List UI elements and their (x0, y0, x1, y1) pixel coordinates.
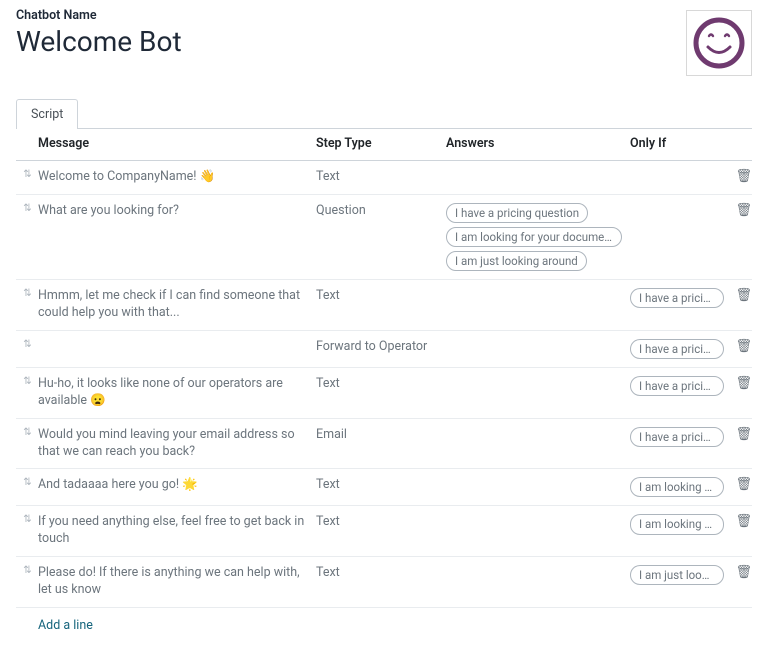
cell-only-if[interactable]: I have a pricing question (630, 339, 732, 359)
onlyif-tag[interactable]: I am looking for your documentati... (630, 477, 724, 497)
table-row[interactable]: ⇅Would you mind leaving your email addre… (16, 419, 752, 470)
trash-icon: 🗑 (735, 288, 752, 303)
onlyif-tag[interactable]: I have a pricing question (630, 288, 724, 308)
drag-handle-icon[interactable]: ⇅ (16, 169, 38, 180)
onlyif-tag[interactable]: I have a pricing question (630, 339, 724, 359)
cell-step-type[interactable]: Email (316, 427, 446, 442)
table-row[interactable]: ⇅What are you looking for?QuestionI have… (16, 195, 752, 280)
cell-only-if[interactable]: I have a pricing question (630, 288, 732, 308)
trash-icon: 🗑 (735, 203, 752, 218)
cell-message[interactable]: If you need anything else, feel free to … (38, 514, 316, 548)
delete-row-button[interactable]: 🗑 (732, 288, 752, 303)
drag-handle-icon[interactable]: ⇅ (16, 376, 38, 387)
page-title[interactable]: Welcome Bot (16, 25, 686, 59)
table-row[interactable]: ⇅Hu-ho, it looks like none of our operat… (16, 368, 752, 419)
trash-icon: 🗑 (735, 477, 752, 492)
cell-answers[interactable]: I have a pricing question I am looking fo… (446, 203, 630, 271)
cell-message[interactable]: What are you looking for? (38, 203, 316, 220)
answer-tag[interactable]: I am just looking around (446, 251, 587, 271)
delete-row-button[interactable]: 🗑 (732, 376, 752, 391)
delete-row-button[interactable]: 🗑 (732, 477, 752, 492)
chatbot-name-label: Chatbot Name (16, 8, 686, 23)
onlyif-tag[interactable]: I have a pricing question (630, 376, 724, 396)
cell-step-type[interactable]: Forward to Operator (316, 339, 446, 354)
trash-icon: 🗑 (735, 565, 752, 580)
trash-icon: 🗑 (735, 169, 752, 184)
cell-message[interactable]: Hmmm, let me check if I can find someone… (38, 288, 316, 322)
onlyif-tag[interactable]: I am looking for your documentati... (630, 514, 724, 534)
tabs: Script (16, 98, 752, 129)
drag-handle-icon[interactable]: ⇅ (16, 477, 38, 488)
cell-message[interactable]: Would you mind leaving your email addres… (38, 427, 316, 461)
onlyif-tag[interactable]: I am just looking around (630, 565, 724, 585)
cell-only-if[interactable]: I have a pricing question (630, 427, 732, 447)
drag-handle-icon[interactable]: ⇅ (16, 565, 38, 576)
table-row[interactable]: ⇅Please do! If there is anything we can … (16, 557, 752, 608)
cell-step-type[interactable]: Text (316, 169, 446, 184)
table-row[interactable]: ⇅Welcome to CompanyName! 👋Text 🗑 (16, 161, 752, 195)
cell-step-type[interactable]: Text (316, 288, 446, 303)
trash-icon: 🗑 (735, 427, 752, 442)
drag-handle-icon[interactable]: ⇅ (16, 203, 38, 214)
cell-message[interactable]: Hu-ho, it looks like none of our operato… (38, 376, 316, 410)
answer-tag[interactable]: I am looking for your documentati... (446, 227, 622, 247)
drag-handle-icon[interactable]: ⇅ (16, 514, 38, 525)
cell-message[interactable]: Welcome to CompanyName! 👋 (38, 169, 316, 186)
cell-step-type[interactable]: Text (316, 376, 446, 391)
cell-only-if[interactable]: I am looking for your documentati... (630, 477, 732, 497)
tab-script[interactable]: Script (16, 99, 78, 129)
table-row[interactable]: ⇅And tadaaaa here you go! 🌟Text I am look… (16, 469, 752, 506)
delete-row-button[interactable]: 🗑 (732, 169, 752, 184)
cell-only-if[interactable]: I am looking for your documentati... (630, 514, 732, 534)
col-header-answers: Answers (446, 136, 630, 151)
col-header-onlyif: Only If (630, 136, 732, 151)
avatar[interactable] (686, 10, 752, 76)
answer-tag[interactable]: I have a pricing question (446, 203, 588, 223)
table-row[interactable]: ⇅If you need anything else, feel free to… (16, 506, 752, 557)
onlyif-tag[interactable]: I have a pricing question (630, 427, 724, 447)
col-header-message: Message (38, 136, 316, 153)
delete-row-button[interactable]: 🗑 (732, 427, 752, 442)
trash-icon: 🗑 (735, 376, 752, 391)
cell-only-if[interactable]: I have a pricing question (630, 376, 732, 396)
script-table: Message Step Type Answers Only If ⇅Welco… (16, 129, 752, 639)
drag-handle-icon[interactable]: ⇅ (16, 427, 38, 438)
delete-row-button[interactable]: 🗑 (732, 339, 752, 354)
cell-step-type[interactable]: Question (316, 203, 446, 218)
smiley-icon (692, 16, 746, 70)
delete-row-button[interactable]: 🗑 (732, 203, 752, 218)
cell-message[interactable]: And tadaaaa here you go! 🌟 (38, 477, 316, 494)
trash-icon: 🗑 (735, 339, 752, 354)
cell-step-type[interactable]: Text (316, 565, 446, 580)
cell-step-type[interactable]: Text (316, 477, 446, 492)
table-row[interactable]: ⇅ Forward to Operator I have a pricing que… (16, 331, 752, 368)
table-row[interactable]: ⇅Hmmm, let me check if I can find someon… (16, 280, 752, 331)
drag-handle-icon[interactable]: ⇅ (16, 339, 38, 350)
col-header-steptype: Step Type (316, 136, 446, 151)
cell-message[interactable]: Please do! If there is anything we can h… (38, 565, 316, 599)
drag-handle-icon[interactable]: ⇅ (16, 288, 38, 299)
delete-row-button[interactable]: 🗑 (732, 565, 752, 580)
add-line-button[interactable]: Add a line (16, 608, 752, 639)
cell-only-if[interactable]: I am just looking around (630, 565, 732, 585)
